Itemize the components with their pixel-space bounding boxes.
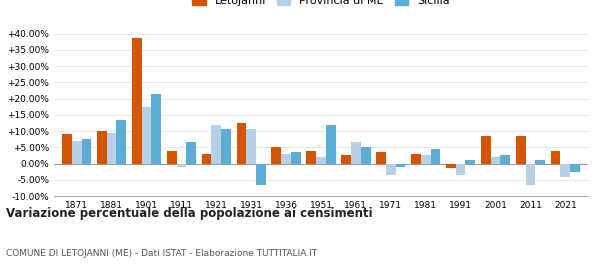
Bar <box>376 152 386 164</box>
Bar <box>72 141 82 164</box>
Bar <box>186 143 196 164</box>
Bar <box>395 164 406 167</box>
Bar <box>236 123 247 164</box>
Bar <box>411 154 421 164</box>
Bar <box>142 107 151 164</box>
Bar <box>535 160 545 164</box>
Bar <box>421 155 431 164</box>
Bar <box>456 164 466 175</box>
Bar <box>431 149 440 164</box>
Bar <box>560 164 570 176</box>
Text: Variazione percentuale della popolazione ai censimenti: Variazione percentuale della popolazione… <box>6 207 373 220</box>
Bar <box>526 164 535 185</box>
Bar <box>361 147 371 164</box>
Bar <box>247 129 256 164</box>
Bar <box>551 151 560 164</box>
Legend: Letojanni, Provincia di ME, Sicilia: Letojanni, Provincia di ME, Sicilia <box>188 0 454 10</box>
Bar <box>221 129 231 164</box>
Bar <box>307 151 316 164</box>
Bar <box>62 134 72 164</box>
Bar <box>466 160 475 164</box>
Bar <box>82 139 91 164</box>
Bar <box>500 155 510 164</box>
Bar <box>97 131 107 164</box>
Bar <box>516 136 526 164</box>
Text: COMUNE DI LETOJANNI (ME) - Dati ISTAT - Elaborazione TUTTITALIA.IT: COMUNE DI LETOJANNI (ME) - Dati ISTAT - … <box>6 249 317 258</box>
Bar <box>341 155 351 164</box>
Bar <box>256 164 266 185</box>
Bar <box>291 152 301 164</box>
Bar <box>132 38 142 164</box>
Bar <box>316 157 326 164</box>
Bar <box>271 147 281 164</box>
Bar <box>202 154 211 164</box>
Bar <box>107 133 116 164</box>
Bar <box>326 125 335 164</box>
Bar <box>176 164 186 167</box>
Bar <box>481 136 491 164</box>
Bar <box>151 94 161 164</box>
Bar <box>446 164 456 168</box>
Bar <box>211 125 221 164</box>
Bar <box>491 157 500 164</box>
Bar <box>570 164 580 172</box>
Bar <box>116 120 126 164</box>
Bar <box>351 143 361 164</box>
Bar <box>167 151 176 164</box>
Bar <box>386 164 395 175</box>
Bar <box>281 154 291 164</box>
